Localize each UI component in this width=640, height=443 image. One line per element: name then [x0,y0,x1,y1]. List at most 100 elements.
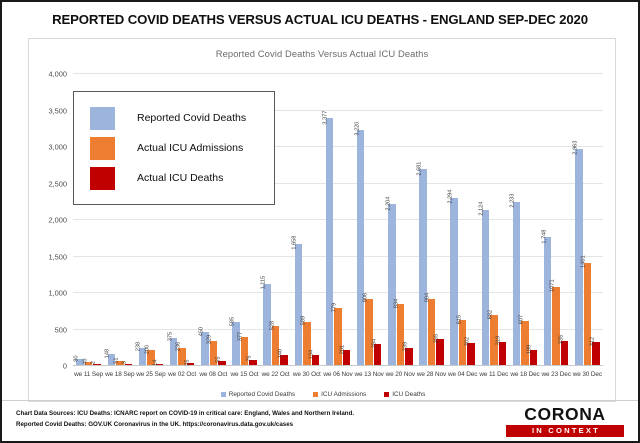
bar: 134 [309,350,320,365]
bar: 3,220 [354,122,365,365]
bar-value-label: 589 [300,316,307,326]
bar: 201 [340,345,351,365]
bar-group: 2,233 607 199 [509,73,540,365]
corona-in-context-logo: CORONA IN CONTEXT [506,404,624,437]
legend-label: Actual ICU Deaths [137,172,224,184]
bar-group: 450 329 55 [198,73,229,365]
bottom-legend-label: Reported Covid Deaths [228,391,296,398]
legend-row-actual-icu-deaths: Actual ICU Deaths [74,163,274,193]
bar-value-label: 607 [518,315,525,325]
logo-tagline: IN CONTEXT [506,424,624,437]
bar: 779 [331,302,342,365]
bar-value-label: 200 [144,344,151,355]
plot-wrapper: 0 500 1,000 1,500 2,000 2,500 3,000 3,500 4,000 … [29,65,617,403]
gridline: 2,000 [49,216,603,225]
plot-area: 0 500 1,000 1,500 2,000 2,500 3,000 3,500 4,000 … [49,70,603,371]
gridline: 2,500 [49,179,603,188]
bar: 200 [144,345,155,365]
bar-group: 2,124 682 319 [478,73,509,365]
chart-card: Reported Covid Deaths Versus Actual ICU … [28,38,616,402]
bottom-legend-item[interactable]: ICU Deaths [384,391,425,398]
bar: 51 [113,357,124,365]
bar: 1071 [550,280,560,365]
gridline: 3,500 [49,106,603,115]
y-axis-tick-label: 2,500 [48,179,68,188]
bar-value-label: 2 [90,361,97,365]
bar: 236 [176,342,186,365]
data-sources-line-1: Chart Data Sources: ICU Deaths: ICNARC r… [16,410,355,417]
bar: 40 [82,358,93,365]
bar-value-label: 528 [269,320,276,331]
bar-group: 3,220 906 284 [354,73,385,365]
bar-value-label: 238 [135,341,142,352]
bottom-legend: Reported Covid Deaths ICU Admissions ICU D… [29,391,617,398]
bar-value-label: 2,963 [572,140,579,155]
bar: 355 [433,333,444,365]
bottom-legend-item[interactable]: ICU Admissions [313,391,366,398]
bar: 335 [558,335,569,365]
bar-value-label: 335 [558,334,565,345]
legend-label: Actual ICU Admissions [137,142,244,154]
legend-label: Reported Covid Deaths [137,112,247,124]
bar-value-label: 25 [184,359,190,366]
bar: 312 [589,337,600,365]
bar-value-label: 3 [121,361,128,365]
bar-value-label: 375 [167,331,173,342]
bar-value-label: 75 [246,355,253,362]
bar-value-label: 834 [393,298,400,308]
legend-row-reported-covid-deaths: Reported Covid Deaths [74,103,274,133]
y-axis-tick-label: 4,000 [48,69,68,79]
bar: 615 [456,314,467,365]
bar-group: 2,204 834 239 [385,73,416,365]
gridline: 3,000 [49,143,603,152]
data-sources: Chart Data Sources: ICU Deaths: ICNARC r… [16,409,354,431]
bar-value-label: 450 [198,326,205,336]
bar-value-label: 329 [206,335,213,345]
gridline: 4,000 [49,70,603,79]
bar-group: 148 51 3 [104,73,135,365]
gridline: 0 [63,362,603,371]
gridline: 1,500 [49,252,603,261]
bar-group: 375 236 25 [167,73,198,365]
gridline: 1,000 [49,289,603,298]
bar-value-label: 585 [229,316,236,326]
bar: 2,124 [479,202,490,365]
logo-wordmark: CORONA [524,404,606,424]
bar: 329 [207,335,218,365]
bar: 682 [487,310,498,365]
bar-value-label: 239 [402,341,409,352]
x-axis-labels: we 11 Sep we 18 Sep we 25 Sep we 02 Oct we 0… [73,371,603,378]
x-axis-tick-label: we 23 Dec [541,371,571,378]
x-axis-tick-label: we 20 Nov [385,371,415,378]
bar-group: 2,294 615 302 [447,73,478,365]
bottom-legend-item[interactable]: Reported Covid Deaths [220,391,296,398]
x-axis-tick-label: we 25 Sep [136,371,166,378]
bar: 55 [215,357,226,365]
bar-value-label: 2,204 [385,196,392,211]
bar: 3,377 [323,110,334,365]
legend-swatch-icon [220,392,226,397]
y-axis-tick-label: 1,500 [48,252,68,261]
bar-value-label: 302 [464,337,471,347]
footer: Chart Data Sources: ICU Deaths: ICNARC r… [2,400,638,441]
legend-swatch-icon [90,106,115,130]
page-title: REPORTED COVID DEATHS VERSUS ACTUAL ICU … [52,12,588,27]
y-axis-tick-label: 0 [62,361,67,371]
bar: 375 [167,332,178,365]
bar-value-label: 2,124 [478,201,485,216]
bar: 148 [105,349,115,365]
x-axis-tick-label: we 11 Sep [74,371,103,378]
bar-value-label: 1,658 [291,235,298,250]
bar: 2,233 [510,194,521,365]
bar-value-label: 14 [152,359,159,367]
legend-swatch-icon [90,136,115,160]
bar-value-label: 199 [526,344,533,355]
x-axis-tick-label: we 06 Nov [323,371,353,378]
bar: 585 [229,317,240,365]
x-axis-tick-label: we 11 Dec [479,371,509,378]
bar: 25 [184,359,195,365]
chart-subtitle: Reported Covid Deaths Versus Actual ICU … [215,48,429,59]
bar-value-label: 40 [81,357,88,365]
bar: 2,681 [416,161,427,365]
